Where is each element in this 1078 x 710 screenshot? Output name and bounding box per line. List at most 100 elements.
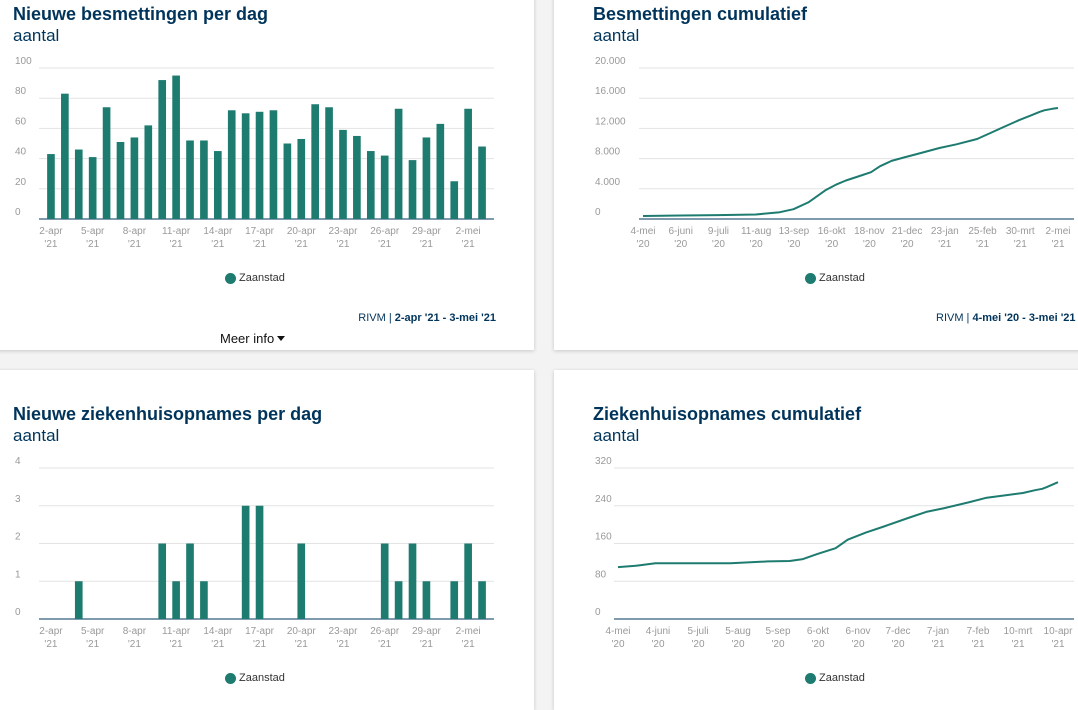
bar bbox=[408, 160, 417, 219]
source-prefix: RIVM | bbox=[358, 312, 395, 324]
card-new-infections: Nieuwe besmettingen per dag aantal 0 20 40… bbox=[0, 0, 534, 350]
bar bbox=[380, 543, 389, 619]
bar-chart-new-infections: 0 20 40 60 80 100 2-apr '21 5-apr '21 8-apr '21 11-a… bbox=[15, 56, 494, 250]
bar bbox=[297, 138, 306, 219]
chart-subtitle: aantal bbox=[13, 426, 60, 445]
x-tick-label: 16-okt '20 bbox=[818, 226, 846, 250]
meer-info-label: Meer info bbox=[220, 331, 275, 346]
y-tick-label: 240 bbox=[595, 494, 612, 505]
y-tick-label: 2 bbox=[15, 532, 21, 543]
bar bbox=[478, 146, 486, 219]
y-tick-label: 0 bbox=[595, 207, 601, 218]
x-tick-label: 11-apr '21 bbox=[162, 626, 191, 650]
y-tick-label: 100 bbox=[15, 56, 32, 67]
bar bbox=[255, 111, 264, 219]
y-tick-label: 80 bbox=[595, 569, 607, 580]
x-tick-label: 4-mei '20 bbox=[630, 226, 655, 250]
x-tick-label: 2-apr '21 bbox=[39, 626, 63, 650]
legend[interactable]: Zaanstad bbox=[225, 672, 285, 684]
bar bbox=[464, 543, 472, 619]
x-tick-label: 11-aug '20 bbox=[741, 226, 771, 250]
caret-down-icon bbox=[277, 336, 286, 341]
bar bbox=[200, 581, 208, 619]
y-tick-label: 160 bbox=[595, 532, 612, 543]
bar bbox=[283, 143, 292, 219]
card-cumulative-infections: Besmettingen cumulatief aantal 0 4.000 8.0… bbox=[554, 0, 1078, 350]
bar bbox=[394, 108, 403, 219]
bar bbox=[144, 125, 153, 219]
chart-title: Besmettingen cumulatief bbox=[593, 4, 808, 24]
x-tick-label: 26-apr '21 bbox=[370, 226, 400, 250]
y-tick-label: 0 bbox=[15, 607, 21, 618]
x-tick-label: 6-nov '20 bbox=[845, 626, 870, 650]
bar bbox=[214, 151, 222, 219]
x-tick-label: 2-mei '21 bbox=[1045, 226, 1070, 250]
bar bbox=[394, 581, 403, 619]
legend-label: Zaanstad bbox=[819, 672, 865, 684]
legend-label: Zaanstad bbox=[239, 672, 285, 684]
x-tick-label: 18-nov '20 bbox=[854, 226, 885, 250]
bar bbox=[422, 581, 431, 619]
y-tick-label: 1 bbox=[15, 569, 21, 580]
x-tick-label: 6-okt '20 bbox=[807, 626, 829, 650]
legend[interactable]: Zaanstad bbox=[805, 272, 865, 284]
y-tick-label: 20 bbox=[15, 177, 27, 188]
x-tick-label: 14-apr '21 bbox=[203, 226, 233, 250]
bar bbox=[47, 154, 55, 219]
x-tick-label: 23-apr '21 bbox=[329, 626, 359, 650]
y-tick-label: 40 bbox=[15, 147, 27, 158]
legend-label: Zaanstad bbox=[239, 272, 285, 284]
bar bbox=[172, 581, 180, 619]
chart-subtitle: aantal bbox=[13, 26, 60, 45]
x-tick-label: 5-sep '20 bbox=[765, 626, 790, 650]
x-tick-label: 8-apr '21 bbox=[123, 226, 147, 250]
x-tick-label: 4-mei '20 bbox=[605, 626, 630, 650]
y-tick-label: 320 bbox=[595, 456, 612, 467]
bar bbox=[158, 543, 167, 619]
chart-title: Ziekenhuisopnames cumulatief bbox=[593, 404, 862, 424]
y-tick-label: 16.000 bbox=[595, 86, 626, 97]
x-tick-label: 7-dec '20 bbox=[885, 626, 910, 650]
source-prefix: RIVM | bbox=[936, 312, 973, 324]
bar bbox=[186, 140, 194, 219]
bar bbox=[478, 581, 486, 619]
x-tick-label: 7-feb '21 bbox=[967, 626, 990, 650]
x-tick-label: 10-apr '21 bbox=[1044, 626, 1074, 650]
bar bbox=[408, 543, 417, 619]
meer-info-button[interactable]: Meer info bbox=[220, 331, 286, 346]
line-chart-cumulative-infections: 0 4.000 8.000 12.000 16.000 20.000 4-mei '20 6-j… bbox=[595, 56, 1074, 250]
y-tick-label: 4 bbox=[15, 456, 21, 467]
bar bbox=[255, 505, 264, 619]
bar bbox=[366, 151, 375, 219]
x-tick-label: 17-apr '21 bbox=[245, 226, 275, 250]
x-tick-label: 13-sep '20 bbox=[779, 226, 810, 250]
x-tick-label: 29-apr '21 bbox=[412, 626, 442, 650]
source-note: RIVM | 4-mei '20 - 3-mei '21 bbox=[936, 312, 1076, 324]
legend-dot-icon bbox=[805, 272, 816, 284]
x-tick-label: 5-apr '21 bbox=[81, 226, 105, 250]
bar bbox=[353, 135, 361, 219]
x-tick-label: 5-aug '20 bbox=[725, 626, 751, 650]
x-tick-label: 11-apr '21 bbox=[162, 226, 191, 250]
y-tick-label: 80 bbox=[15, 86, 27, 97]
bar bbox=[325, 107, 333, 219]
y-tick-label: 0 bbox=[15, 207, 21, 218]
legend[interactable]: Zaanstad bbox=[805, 672, 865, 684]
line-chart-cumulative-hospitalisations: 0 80 160 240 320 4-mei '20 4-juni '20 5-juli '20 5-… bbox=[595, 456, 1074, 650]
legend[interactable]: Zaanstad bbox=[225, 272, 285, 284]
x-tick-label: 20-apr '21 bbox=[287, 226, 317, 250]
bar bbox=[311, 104, 319, 219]
x-tick-label: 29-apr '21 bbox=[412, 226, 442, 250]
x-tick-label: 4-juni '20 bbox=[646, 626, 670, 650]
x-tick-label: 5-apr '21 bbox=[81, 626, 105, 650]
x-tick-label: 14-apr '21 bbox=[203, 626, 233, 650]
source-period: 2-apr '21 - 3-mei '21 bbox=[394, 312, 496, 324]
source-period: 4-mei '20 - 3-mei '21 bbox=[972, 312, 1076, 324]
legend-label: Zaanstad bbox=[819, 272, 865, 284]
x-tick-label: 23-jan '21 bbox=[931, 226, 959, 250]
bar bbox=[227, 110, 236, 219]
card-new-hospitalisations: Nieuwe ziekenhuisopnames per dag aantal … bbox=[0, 370, 534, 710]
x-tick-label: 5-juli '20 bbox=[687, 626, 708, 650]
bar bbox=[464, 108, 472, 219]
x-tick-label: 20-apr '21 bbox=[287, 626, 317, 650]
